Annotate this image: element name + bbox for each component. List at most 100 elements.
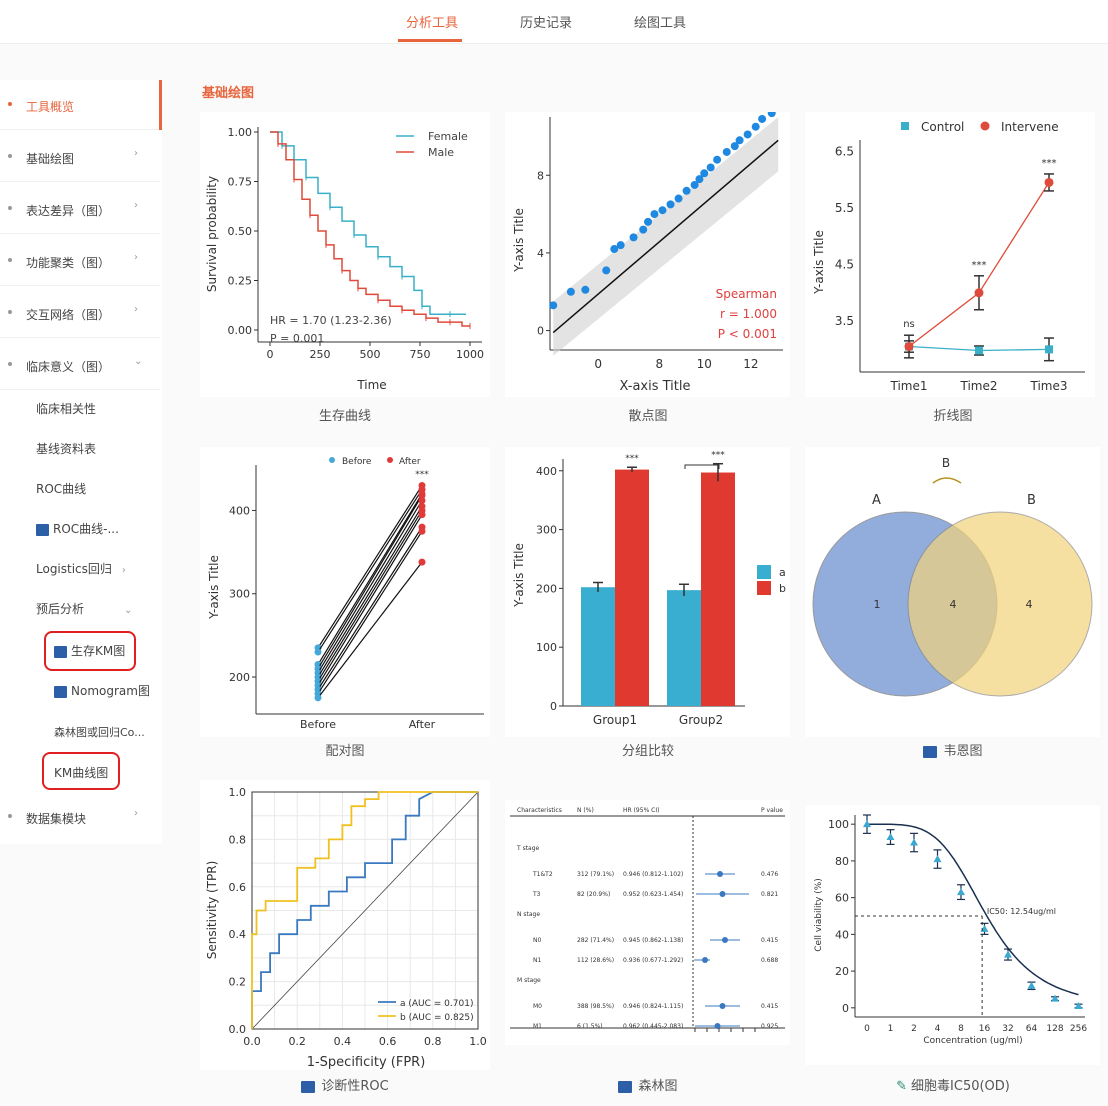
y-tick-label: 0	[550, 700, 557, 713]
hr-annotation: HR = 1.70 (1.23-2.36)	[270, 314, 392, 327]
chart-card-venn[interactable]: A B B 1 4 4	[805, 447, 1100, 737]
sidebar-sub-nomogram[interactable]: Nomogram图	[54, 682, 150, 699]
y-tick-label: 100	[828, 818, 849, 831]
venn-set-label-b: B	[1027, 493, 1036, 508]
diagonal-reference	[251, 791, 479, 1030]
sidebar-sub-label: 预后分析	[36, 602, 85, 616]
group-label: M stage	[517, 977, 541, 984]
y-tick-label: 0.2	[229, 976, 247, 989]
bullet-icon	[8, 258, 12, 262]
sidebar-sub-roc[interactable]: ROC曲线	[36, 482, 87, 496]
row-label: M1	[533, 1023, 542, 1030]
pair-line	[317, 510, 423, 682]
significance-label: ns	[903, 319, 915, 330]
sidebar-sub-prognosis[interactable]: 预后分析 ⌄	[36, 600, 132, 617]
chart-icon	[618, 1080, 633, 1093]
y-tick-label: 8	[537, 169, 544, 182]
x-tick-label: 1.0	[469, 1035, 487, 1048]
y-tick-label: 40	[835, 928, 849, 941]
row-label: N1	[533, 957, 541, 964]
scatter-point	[767, 109, 776, 118]
y-axis-label: Y-axis Title	[512, 208, 526, 273]
sidebar-item-basic-plot[interactable]: 基础绘图 ›	[0, 132, 160, 182]
tab-analysis-tools[interactable]: 分析工具	[406, 16, 459, 31]
scatter-point	[581, 285, 590, 294]
x-tick-label: 0.0	[243, 1035, 261, 1048]
legend-marker-a	[757, 565, 771, 579]
sidebar-sub-roc-more[interactable]: ROC曲线-...	[36, 520, 119, 537]
data-point-triangle	[910, 838, 918, 846]
scatter-point	[751, 122, 760, 131]
sidebar-sub-clinical-correlation[interactable]: 临床相关性	[36, 402, 97, 416]
data-point-triangle	[957, 888, 965, 896]
sidebar-sub-km[interactable]: 生存KM图	[54, 642, 125, 659]
x-tick-label: Group2	[679, 713, 723, 727]
scatter-point	[616, 241, 625, 250]
tab-drawing-tools[interactable]: 绘图工具	[634, 16, 687, 31]
caption-label: 诊断性ROC	[321, 1079, 389, 1094]
sidebar-sub-km-curve[interactable]: KM曲线图	[54, 766, 109, 780]
pair-line	[317, 495, 423, 669]
x-tick-label: Time1	[889, 379, 927, 393]
y-tick-label: 0	[537, 325, 544, 338]
caption-forest: 森林图	[518, 1075, 778, 1094]
x-tick-label: 0	[267, 348, 274, 361]
sidebar-item-overview[interactable]: 工具概览	[0, 80, 160, 130]
active-tab-underline	[398, 39, 462, 42]
ic50-chart: 0 20 40 60 80 100 0 1 2 4 8 16 32 64 128 256 IC50: 12.54…	[814, 814, 1087, 1046]
sidebar-sub-logistics[interactable]: Logistics回归 ›	[36, 560, 126, 577]
chart-card-paired[interactable]: 200 300 400 Before After *** Before After Y-axis…	[200, 447, 490, 737]
x-tick-label: 0.6	[379, 1035, 397, 1048]
y-tick-label: 3.5	[835, 314, 854, 328]
x-tick-label: 0.4	[334, 1035, 352, 1048]
sidebar: 工具概览 基础绘图 › 表达差异（图） › 功能聚类（图） › 交互网络（图） › 临床…	[0, 80, 162, 844]
y-tick-label: 0.4	[229, 928, 247, 941]
pair-line	[317, 505, 423, 678]
scatter-point	[706, 163, 715, 172]
x-tick-label: 10	[697, 357, 712, 371]
sidebar-sub-label: Nomogram图	[71, 684, 150, 698]
sidebar-item-clinical[interactable]: 临床意义（图） ⌄	[0, 340, 160, 390]
tab-history[interactable]: 历史记录	[520, 16, 573, 31]
chart-card-ic50[interactable]: 0 20 40 60 80 100 0 1 2 4 8 16 32 64 128 256 IC50: 12.54…	[805, 805, 1100, 1065]
scatter-point	[629, 233, 638, 242]
x-axis-label: X-axis Title	[620, 379, 691, 394]
chart-card-roc[interactable]: 0.0 0.2 0.4 0.6 0.8 1.0 0.0 0.2 0.4 0.6 0.8 1.0 a (A…	[200, 780, 490, 1070]
hr-point	[702, 957, 708, 963]
row-hr: 0.946 (0.824-1.115)	[623, 1003, 683, 1010]
chart-card-forest[interactable]: Characteristics N (%) HR (95% CI) P value T …	[505, 800, 790, 1045]
x-tick-label: 256	[1070, 1024, 1087, 1034]
x-tick-label: 250	[310, 348, 331, 361]
hr-point	[719, 891, 726, 897]
survival-curve-female	[270, 131, 466, 315]
chevron-right-icon: ›	[134, 808, 138, 819]
sidebar-item-label: 交互网络（图）	[26, 308, 111, 322]
data-point-square	[975, 346, 983, 355]
caption-label: 韦恩图	[943, 744, 983, 759]
x-tick-label: 0.8	[424, 1035, 442, 1048]
data-point-circle	[974, 288, 984, 298]
bullet-icon	[8, 310, 12, 314]
venn-top-arc	[932, 477, 962, 484]
sidebar-sub-baseline-table[interactable]: 基线资料表	[36, 442, 97, 456]
pair-line	[317, 526, 423, 690]
x-tick-label: Before	[300, 718, 336, 731]
table-header: N (%)	[577, 807, 594, 814]
chart-card-scatter[interactable]: 0 4 8 0 8 10 12 Spearman r = 1.000 P < 0.001 X-axi…	[505, 103, 790, 397]
chart-card-group[interactable]: 0 100 200 300 400 Group1 *** Group2 *** a b Y-axis …	[505, 447, 790, 737]
y-axis-label: Sensitivity (TPR)	[205, 861, 219, 960]
chart-card-survival[interactable]: 0.00 0.25 0.50 0.75 1.00 0 250 500 750 1000 Female…	[200, 112, 490, 397]
venn-chart: A B B 1 4 4	[812, 456, 1093, 697]
chart-card-line[interactable]: 3.5 4.5 5.5 6.5 Time1 Time2 Time3 ns *** *** Contr…	[805, 112, 1095, 397]
venn-set-label-a: A	[872, 493, 881, 508]
sidebar-item-label: 工具概览	[26, 100, 75, 114]
sidebar-item-expression[interactable]: 表达差异（图） ›	[0, 184, 160, 234]
sidebar-sub-forest[interactable]: 森林图或回归Co...	[54, 726, 145, 739]
sidebar-item-function[interactable]: 功能聚类（图） ›	[0, 236, 160, 286]
after-point	[418, 491, 426, 499]
ic50-annotation: IC50: 12.54ug/ml	[987, 907, 1056, 916]
hr-point	[719, 1003, 726, 1009]
sidebar-item-network[interactable]: 交互网络（图） ›	[0, 288, 160, 338]
sidebar-item-dataset[interactable]: 数据集模块 ›	[0, 792, 160, 842]
x-tick-label: 8	[655, 357, 663, 371]
